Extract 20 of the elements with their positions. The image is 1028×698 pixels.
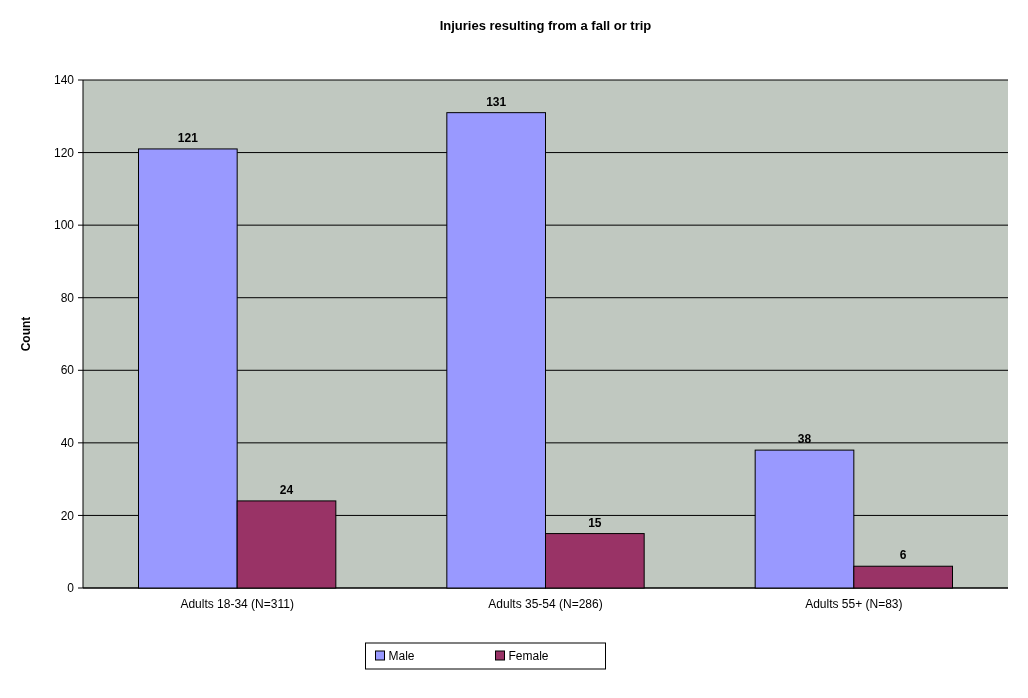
y-tick-label: 60	[60, 363, 75, 378]
x-tick-label: Adults 18-34 (N=311)	[180, 597, 294, 611]
data-label: 121	[177, 130, 199, 145]
legend-label: Female	[508, 649, 549, 664]
data-label: 24	[279, 482, 294, 497]
x-tick-label: Adults 55+ (N=83)	[805, 597, 903, 611]
data-label: 15	[588, 515, 602, 530]
legend-label: Male	[388, 649, 415, 664]
data-label: 6	[899, 548, 907, 563]
x-tick-label: Adults 35-54 (N=286)	[488, 597, 603, 611]
y-tick-label: 80	[60, 290, 75, 305]
data-label: 131	[486, 94, 507, 109]
y-tick-label: 0	[67, 581, 75, 596]
y-axis-title: Count	[19, 316, 33, 352]
y-tick-label: 20	[60, 508, 75, 523]
y-tick-label: 100	[53, 218, 75, 233]
y-tick-label: 120	[53, 145, 75, 160]
y-tick-label: 40	[60, 436, 75, 451]
y-tick-label: 140	[53, 73, 75, 88]
chart-title: Injuries resulting from a fall or trip	[439, 18, 652, 33]
